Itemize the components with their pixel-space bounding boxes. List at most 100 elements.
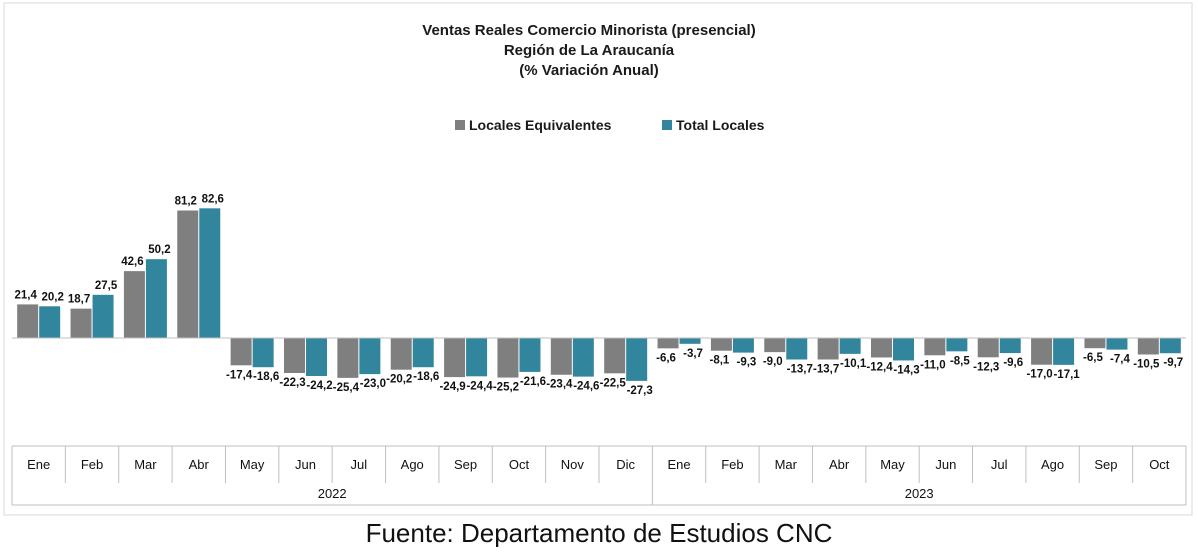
bar-locales-equivalentes-19 [977, 338, 999, 358]
year-label-2023: 2023 [905, 486, 934, 501]
tick-label-17: May [880, 457, 905, 472]
bar-total-locales-7 [359, 338, 381, 375]
data-label-total-locales-5: -18,6 [253, 371, 279, 383]
chart-title-line-1: Ventas Reales Comercio Minorista (presen… [422, 22, 755, 39]
data-label-locales-equivalentes-18: -11,0 [920, 359, 946, 371]
bar-total-locales-16 [839, 338, 861, 354]
tick-label-12: Dic [616, 457, 635, 472]
tick-label-7: Jul [351, 457, 368, 472]
legend-label-1: Locales Equivalentes [469, 117, 612, 133]
bar-total-locales-17 [893, 338, 914, 361]
bar-total-locales-2 [92, 294, 114, 338]
data-label-locales-equivalentes-4: 81,2 [175, 196, 197, 208]
data-label-locales-equivalentes-22: -10,5 [1133, 358, 1160, 370]
bar-total-locales-6 [306, 338, 327, 376]
bar-locales-equivalentes-3 [123, 271, 145, 338]
source-note: Fuente: Departamento de Estudios CNC [366, 518, 833, 547]
data-labels: 21,4 20,2 18,727,542,650,281,2 82,6-17,4 -18… [14, 193, 1183, 397]
bar-locales-equivalentes-7 [337, 338, 359, 378]
bar-locales-equivalentes-4 [177, 210, 199, 338]
tick-label-13: Ene [667, 457, 690, 472]
tick-label-15: Mar [775, 457, 798, 472]
tick-label-5: May [240, 457, 265, 472]
tick-label-4: Abr [189, 457, 210, 472]
data-label-total-locales-8: -18,6 [413, 371, 439, 383]
bar-total-locales-14 [732, 338, 754, 353]
data-label-locales-equivalentes-3: 42,6 [121, 256, 143, 268]
data-label-total-locales-22: -9,7 [1163, 357, 1183, 369]
data-label-locales-equivalentes-20: -17,0 [1026, 369, 1052, 381]
bar-total-locales-8 [412, 338, 434, 368]
bar-total-locales-5 [252, 338, 274, 368]
legend-swatch-2 [662, 120, 672, 130]
bar-total-locales-13 [679, 338, 701, 344]
tick-label-10: Oct [509, 457, 530, 472]
data-label-locales-equivalentes-15: -9,0 [763, 356, 783, 368]
tick-label-21: Sep [1094, 457, 1117, 472]
bars [17, 208, 1181, 381]
category-axis: Ene Feb Mar Abr May Jun Jul Ago Sep Oct Nov Dic Ene F… [11, 337, 1187, 506]
tick-label-22: Oct [1149, 457, 1170, 472]
data-label-total-locales-17: -14,3 [893, 364, 919, 376]
bar-total-locales-18 [946, 338, 968, 352]
data-label-locales-equivalentes-9: -24,9 [439, 381, 465, 393]
bar-locales-equivalentes-15 [764, 338, 786, 353]
bar-total-locales-11 [572, 338, 594, 377]
data-label-total-locales-7: -23,0 [360, 378, 386, 390]
tick-label-1: Ene [27, 457, 50, 472]
bar-total-locales-10 [519, 338, 541, 372]
data-label-locales-equivalentes-2: 18,7 [68, 294, 90, 306]
legend-label-2: Total Locales [676, 117, 765, 133]
tick-label-2: Feb [81, 457, 103, 472]
bar-locales-equivalentes-17 [871, 338, 892, 358]
tick-label-3: Mar [134, 457, 157, 472]
bar-locales-equivalentes-22 [1137, 338, 1159, 355]
bar-total-locales-22 [1159, 338, 1181, 354]
tick-label-16: Abr [829, 457, 850, 472]
chart-title-line-3: (% Variación Anual) [519, 62, 658, 79]
bar-total-locales-15 [786, 338, 808, 360]
bar-locales-equivalentes-14 [710, 338, 732, 351]
bar-locales-equivalentes-12 [604, 338, 626, 374]
data-label-total-locales-18: -8,5 [950, 355, 970, 367]
bar-locales-equivalentes-5 [230, 338, 252, 366]
data-label-total-locales-9: -24,4 [466, 380, 493, 392]
data-label-locales-equivalentes-7: -25,4 [333, 382, 360, 394]
data-label-locales-equivalentes-11: -23,4 [546, 379, 573, 391]
data-label-total-locales-12: -27,3 [627, 385, 653, 397]
data-label-total-locales-21: -7,4 [1110, 354, 1130, 366]
data-label-locales-equivalentes-21: -6,5 [1083, 352, 1103, 364]
year-label-2022: 2022 [318, 486, 347, 501]
data-label-locales-equivalentes-16: -13,7 [813, 364, 839, 376]
data-label-locales-equivalentes-14: -8,1 [709, 355, 729, 367]
tick-label-8: Ago [401, 457, 424, 472]
bar-locales-equivalentes-20 [1031, 338, 1053, 365]
bar-total-locales-9 [466, 338, 488, 377]
tick-label-20: Ago [1041, 457, 1064, 472]
bar-total-locales-12 [626, 338, 648, 381]
bar-locales-equivalentes-10 [497, 338, 519, 378]
tick-label-11: Nov [561, 457, 585, 472]
data-label-total-locales-19: -9,6 [1003, 357, 1023, 369]
bar-locales-equivalentes-11 [550, 338, 572, 375]
data-label-total-locales-2: 27,5 [95, 280, 118, 292]
bar-locales-equivalentes-18 [924, 338, 946, 356]
tick-label-18: Jun [935, 457, 956, 472]
tick-label-14: Feb [721, 457, 743, 472]
data-label-locales-equivalentes-5: -17,4 [226, 369, 253, 381]
data-label-locales-equivalentes-10: -25,2 [493, 382, 519, 394]
bar-locales-equivalentes-9 [444, 338, 466, 378]
bar-locales-equivalentes-16 [817, 338, 839, 360]
data-label-locales-equivalentes-12: -22,5 [600, 377, 627, 389]
bar-locales-equivalentes-21 [1084, 338, 1106, 349]
legend: Locales Equivalentes Total Locales [455, 117, 765, 133]
chart-title: Ventas Reales Comercio Minorista (presen… [422, 22, 755, 79]
bar-locales-equivalentes-2 [70, 308, 92, 338]
data-label-total-locales-4: 82,6 [202, 193, 224, 205]
data-label-total-locales-3: 50,2 [148, 244, 170, 256]
data-label-locales-equivalentes-6: -22,3 [279, 377, 305, 389]
bar-locales-equivalentes-1 [17, 304, 39, 338]
data-label-locales-equivalentes-1: 21,4 [14, 289, 37, 301]
data-label-total-locales-15: -13,7 [787, 364, 813, 376]
